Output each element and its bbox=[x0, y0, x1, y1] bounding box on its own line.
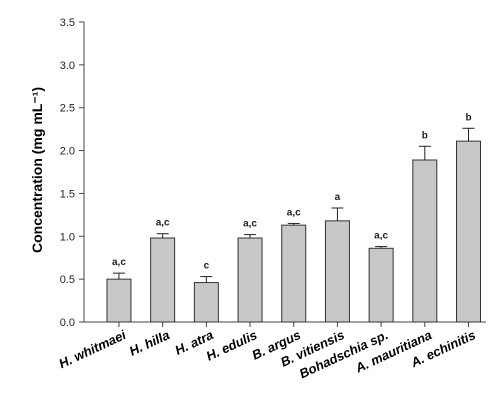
y-tick-label: 2.0 bbox=[60, 146, 75, 158]
bar bbox=[150, 237, 176, 323]
bar bbox=[412, 159, 438, 323]
y-tick-label: 0.5 bbox=[60, 274, 75, 286]
bar bbox=[281, 224, 307, 323]
significance-label: b bbox=[422, 130, 428, 141]
y-axis-label: Concentration (mg mL⁻¹) bbox=[29, 87, 45, 253]
bar bbox=[237, 237, 263, 323]
significance-label: a bbox=[335, 192, 341, 203]
significance-label: c bbox=[204, 261, 210, 272]
significance-label: a,c bbox=[156, 218, 170, 229]
y-tick-label: 3.0 bbox=[60, 60, 75, 72]
y-axis: 0.0 0.5 1.0 1.5 2.0 2.5 3.0 3.5 bbox=[60, 17, 85, 329]
bar bbox=[193, 282, 219, 323]
y-tick-label: 1.0 bbox=[60, 231, 75, 243]
significance-label: a,c bbox=[287, 207, 301, 218]
bars-group: a,c a,c c a,c a,c a a,c b b bbox=[106, 112, 482, 323]
y-tick-label: 2.5 bbox=[60, 103, 75, 115]
significance-label: a,c bbox=[112, 257, 126, 268]
bar bbox=[324, 220, 350, 323]
x-tick-label: H. hilla bbox=[127, 327, 172, 359]
significance-label: b bbox=[465, 112, 471, 123]
y-tick-label: 3.5 bbox=[60, 17, 75, 29]
x-tick-label: H. whitmaei bbox=[56, 327, 128, 371]
y-tick-label: 1.5 bbox=[60, 188, 75, 200]
y-tick-label: 0.0 bbox=[60, 317, 75, 329]
bar bbox=[368, 247, 394, 323]
x-tick-label: H. edulis bbox=[204, 327, 259, 363]
significance-label: a,c bbox=[243, 219, 257, 230]
significance-label: a,c bbox=[374, 231, 388, 242]
bar bbox=[456, 140, 482, 323]
bar bbox=[106, 278, 132, 323]
